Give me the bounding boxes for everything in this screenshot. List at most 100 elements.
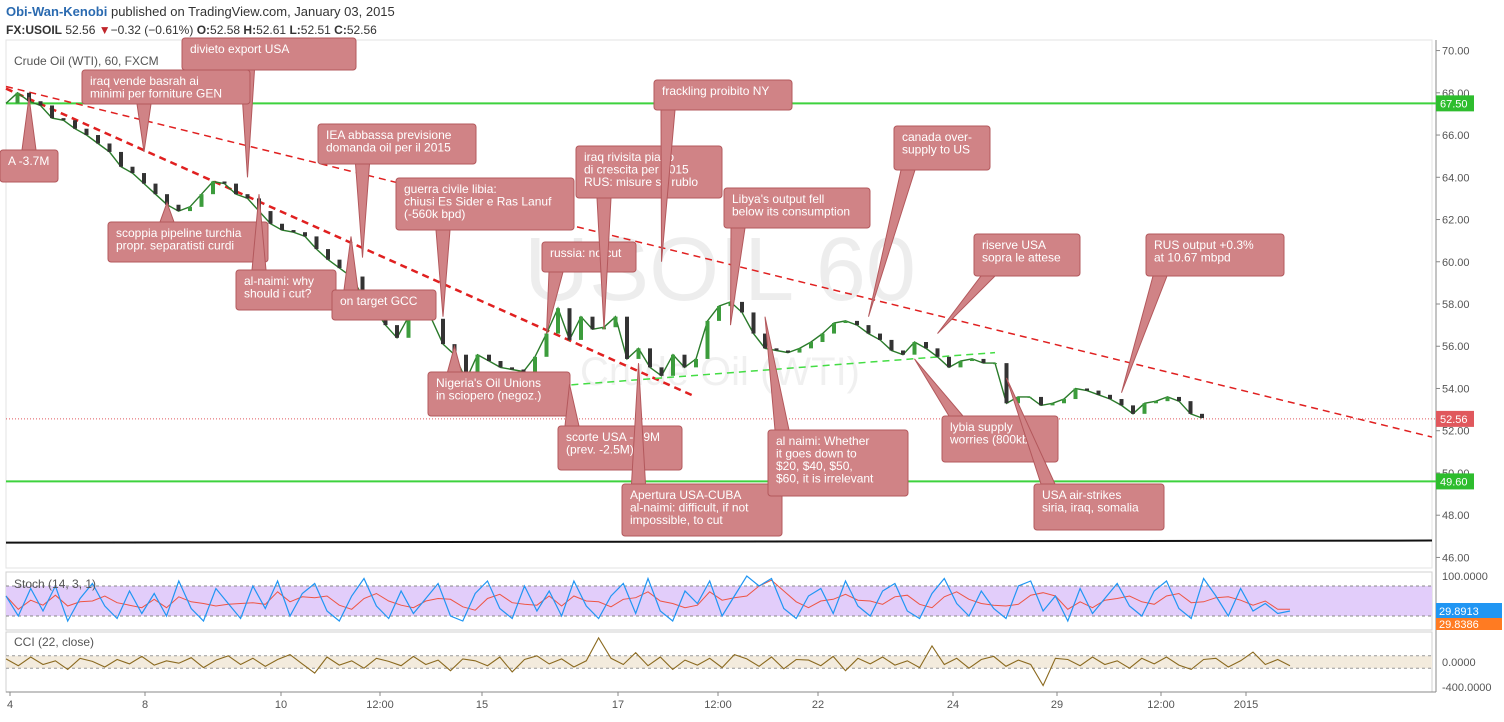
x-tick-label: 10 bbox=[275, 699, 287, 711]
candle bbox=[38, 101, 43, 106]
candle bbox=[636, 348, 641, 359]
annotation-text: sopra le attese bbox=[982, 251, 1061, 265]
candle bbox=[866, 325, 871, 334]
candle bbox=[958, 361, 963, 368]
candle bbox=[475, 354, 480, 381]
candle bbox=[142, 173, 146, 184]
candle bbox=[855, 320, 859, 326]
price-tag bbox=[1436, 410, 1474, 427]
watermark-name: Crude Oil (WTI) bbox=[580, 350, 860, 394]
price-tag bbox=[1436, 473, 1474, 490]
candle bbox=[96, 135, 100, 144]
annotation-box bbox=[81, 69, 251, 105]
high-value: 52.61 bbox=[256, 23, 287, 37]
x-tick-label: 15 bbox=[476, 699, 488, 711]
candle bbox=[567, 308, 572, 340]
stoch-band bbox=[6, 586, 1432, 616]
candle bbox=[1004, 363, 1009, 404]
annotation-box bbox=[107, 221, 269, 263]
annotation-box bbox=[1033, 483, 1165, 531]
annotation-text: iraq rivisita piano bbox=[584, 150, 674, 164]
last-price: 52.56 bbox=[65, 23, 96, 37]
annotation-a14: RUS output +0.3%at 10.67 mbpd bbox=[1121, 233, 1285, 393]
annotation-box bbox=[181, 37, 357, 71]
author-link[interactable]: Obi-Wan-Kenobi bbox=[6, 4, 108, 19]
candle bbox=[705, 320, 710, 359]
price-change: −0.32 (−0.61%) bbox=[110, 23, 194, 37]
annotation-box bbox=[973, 233, 1081, 277]
annotation-box bbox=[767, 429, 909, 497]
annotation-text: domanda oil per il 2015 bbox=[326, 141, 451, 155]
cci-band bbox=[6, 655, 1432, 669]
y-tick-label: 48.00 bbox=[1442, 510, 1470, 522]
annotation-text: Nigeria's Oil Unions bbox=[436, 376, 541, 390]
price-tag-label: 52.56 bbox=[1440, 414, 1468, 426]
candle bbox=[774, 348, 779, 351]
candle bbox=[970, 358, 974, 362]
annotation-a21: A -3.7M bbox=[0, 96, 59, 183]
candle bbox=[556, 308, 560, 334]
candle bbox=[510, 367, 514, 370]
candle bbox=[1050, 403, 1055, 406]
y-tick-label: 66.00 bbox=[1442, 130, 1470, 142]
annotation-a12: canada over-supply to US bbox=[868, 125, 991, 317]
candle bbox=[843, 320, 848, 324]
x-tick-label: 12:00 bbox=[1147, 699, 1175, 711]
candle bbox=[280, 223, 284, 231]
x-tick-label: 17 bbox=[612, 699, 624, 711]
annotation-text: guerra civile libia: bbox=[404, 182, 497, 196]
candle bbox=[245, 194, 250, 199]
annotation-text: impossible, to cut bbox=[630, 513, 723, 527]
y-tick-label: 60.00 bbox=[1442, 257, 1470, 269]
candle bbox=[717, 306, 721, 321]
annotation-text: in sciopero (negoz.) bbox=[436, 389, 541, 403]
cci-title: CCI (22, close) bbox=[14, 635, 94, 649]
annotation-text: IEA abbassa previsione bbox=[326, 128, 452, 142]
candle bbox=[682, 354, 687, 368]
annotation-text: chiusi Es Sider e Ras Lanuf bbox=[404, 195, 552, 209]
candle bbox=[130, 166, 135, 174]
candle bbox=[326, 249, 330, 260]
annotation-text: propr. separatisti curdi bbox=[116, 239, 234, 253]
annotation-text: divieto export USA bbox=[190, 42, 289, 56]
candle bbox=[188, 206, 192, 212]
candle bbox=[1027, 396, 1032, 398]
annotation-text: scoppia pipeline turchia bbox=[116, 226, 242, 240]
annotation-a1: divieto export USA bbox=[181, 37, 357, 178]
annotation-box bbox=[317, 123, 477, 165]
cci-tick-0: 0.0000 bbox=[1442, 657, 1476, 669]
annotation-text: at 10.67 mbpd bbox=[1154, 251, 1231, 265]
annotation-text: riserve USA bbox=[982, 238, 1046, 252]
candle bbox=[119, 151, 123, 167]
annotation-text: it goes down to bbox=[776, 447, 857, 461]
annotation-text: should i cut? bbox=[244, 287, 312, 301]
candle bbox=[901, 350, 905, 355]
x-tick-label: 22 bbox=[812, 699, 824, 711]
candle bbox=[993, 363, 997, 365]
candle bbox=[878, 333, 882, 340]
annotation-text: russia: no cut bbox=[550, 246, 622, 260]
x-tick-label: 2015 bbox=[1234, 699, 1258, 711]
annotation-text: (prev. -2.5M) bbox=[566, 443, 634, 457]
candle bbox=[1165, 396, 1170, 402]
low-value: 52.51 bbox=[300, 23, 331, 37]
candle bbox=[1200, 413, 1204, 419]
chart-title: Crude Oil (WTI), 60, FXCM bbox=[14, 54, 159, 68]
annotation-text: (-560k bpd) bbox=[404, 207, 465, 221]
trendline-main bbox=[5, 85, 1433, 438]
trendline-black bbox=[5, 539, 1433, 544]
annotation-text: worries (800kb) bbox=[949, 433, 1033, 447]
candle bbox=[84, 128, 89, 136]
open-value: 52.58 bbox=[210, 23, 241, 37]
annotation-a16: scorte USA -1.9M(prev. -2.5M) bbox=[557, 384, 683, 471]
stoch-k-line bbox=[5, 575, 1291, 623]
annotation-a6: on target GCC bbox=[331, 236, 437, 321]
annotation-text: RUS output +0.3% bbox=[1154, 238, 1254, 252]
